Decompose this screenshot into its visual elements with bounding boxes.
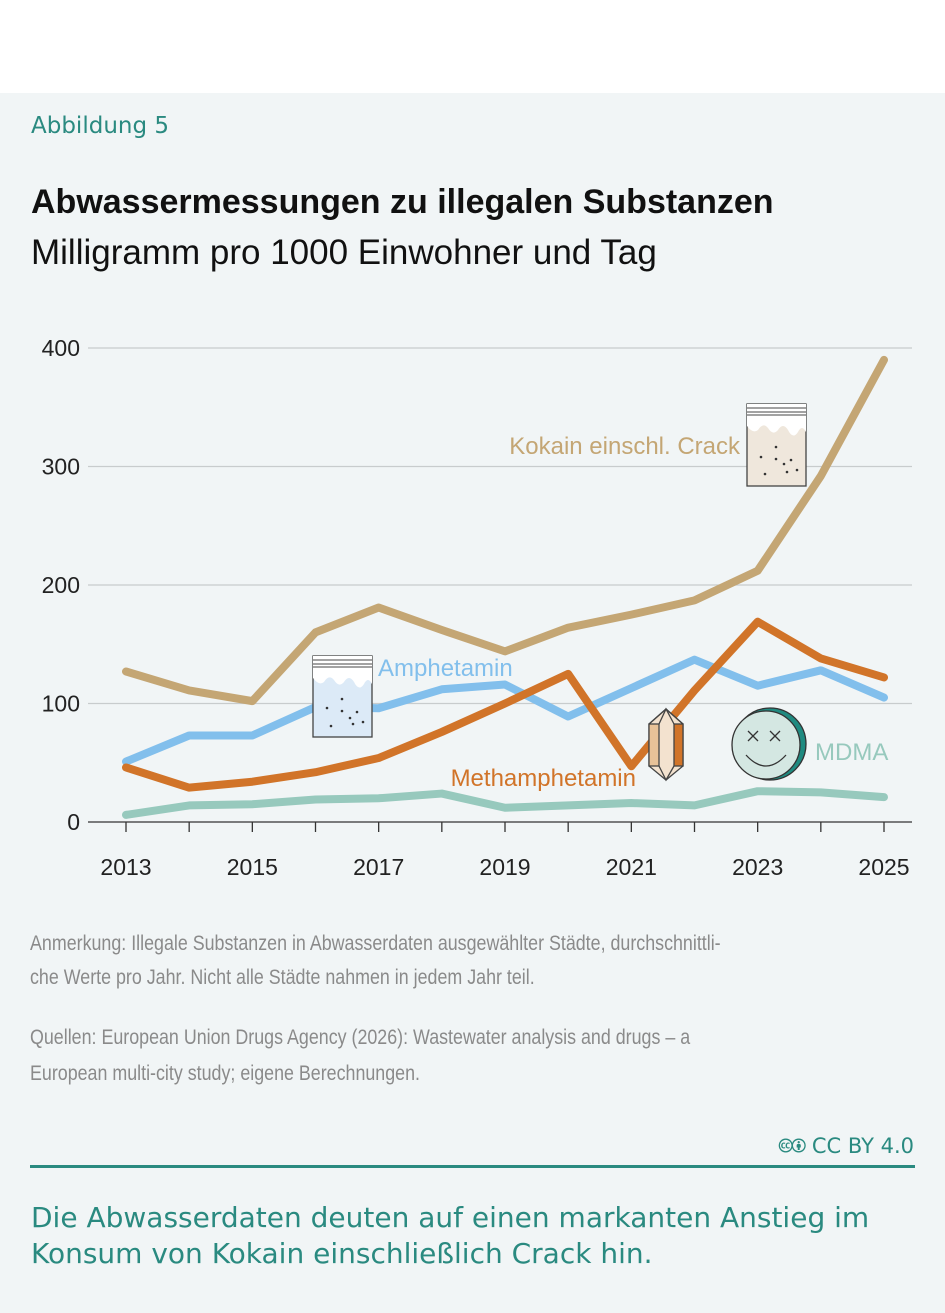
chart-subtitle: Milligramm pro 1000 Einwohner und Tag [31,233,657,272]
series-line-methamphetamin [122,617,888,792]
source-line-1: Quellen: European Union Drugs Agency (20… [30,1026,691,1049]
powder-bag-icon [312,655,373,738]
note-line-1: Anmerkung: Illegale Substanzen in Abwass… [30,932,721,955]
powder-bag-icon [746,403,807,487]
y-tick-label: 200 [42,572,80,598]
series-label: Methamphetamin [451,765,636,792]
y-tick-label: 100 [42,691,80,717]
x-tick-label: 2019 [479,854,530,880]
pill-face-icon [731,707,807,781]
y-tick-label: 0 [67,809,80,835]
figure-label: Abbildung 5 [31,113,170,139]
x-tick-label: 2017 [353,854,404,880]
y-tick-label: 300 [42,454,80,480]
series-line-kokain-einschl-crack [122,355,888,706]
series-line-amphetamin [122,655,888,766]
x-tick-label: 2025 [858,854,909,880]
x-tick-label: 2015 [227,854,278,880]
license[interactable]: 🅭🅯 CC BY 4.0 [779,1134,914,1160]
y-tick-label: 400 [42,335,80,361]
conclusion-text: Die Abwasserdaten deuten auf einen marka… [31,1201,870,1270]
note-line-2: che Werte pro Jahr. Nicht alle Städte na… [30,966,535,989]
series-line-mdma [122,787,888,819]
license-text: CC BY 4.0 [811,1134,914,1158]
cc-icon: 🅭🅯 [779,1134,812,1158]
x-tick-label: 2023 [732,854,783,880]
crystal-icon [648,707,684,782]
source-line-2: European multi-city study; eigene Berech… [30,1062,420,1085]
series-label: MDMA [815,739,888,766]
line-chart: 0 100 200 300 400 2013 2015 2017 2019 2021 2023 202… [42,335,912,880]
series-label: Amphetamin [378,655,513,682]
x-tick-label: 2021 [606,854,657,880]
divider [30,1165,915,1168]
chart-title: Abwassermessungen zu illegalen Substanze… [31,183,774,221]
x-tick-label: 2013 [100,854,151,880]
series-label: Kokain einschl. Crack [509,433,741,460]
